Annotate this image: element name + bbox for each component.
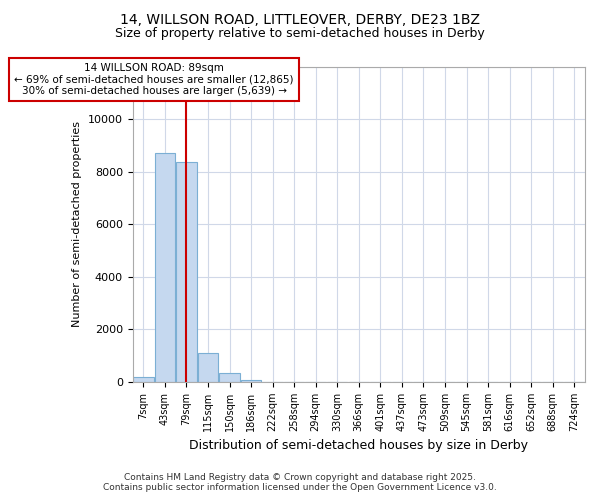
X-axis label: Distribution of semi-detached houses by size in Derby: Distribution of semi-detached houses by … — [190, 440, 529, 452]
Bar — [155, 153, 175, 382]
Bar — [220, 372, 240, 382]
Text: Size of property relative to semi-detached houses in Derby: Size of property relative to semi-detach… — [115, 28, 485, 40]
Bar — [198, 353, 218, 382]
Bar — [176, 162, 197, 382]
Bar — [133, 376, 154, 382]
Text: Contains HM Land Registry data © Crown copyright and database right 2025.
Contai: Contains HM Land Registry data © Crown c… — [103, 473, 497, 492]
Text: 14 WILLSON ROAD: 89sqm
← 69% of semi-detached houses are smaller (12,865)
30% of: 14 WILLSON ROAD: 89sqm ← 69% of semi-det… — [14, 63, 294, 96]
Bar — [241, 380, 262, 382]
Text: 14, WILLSON ROAD, LITTLEOVER, DERBY, DE23 1BZ: 14, WILLSON ROAD, LITTLEOVER, DERBY, DE2… — [120, 12, 480, 26]
Y-axis label: Number of semi-detached properties: Number of semi-detached properties — [72, 121, 82, 327]
